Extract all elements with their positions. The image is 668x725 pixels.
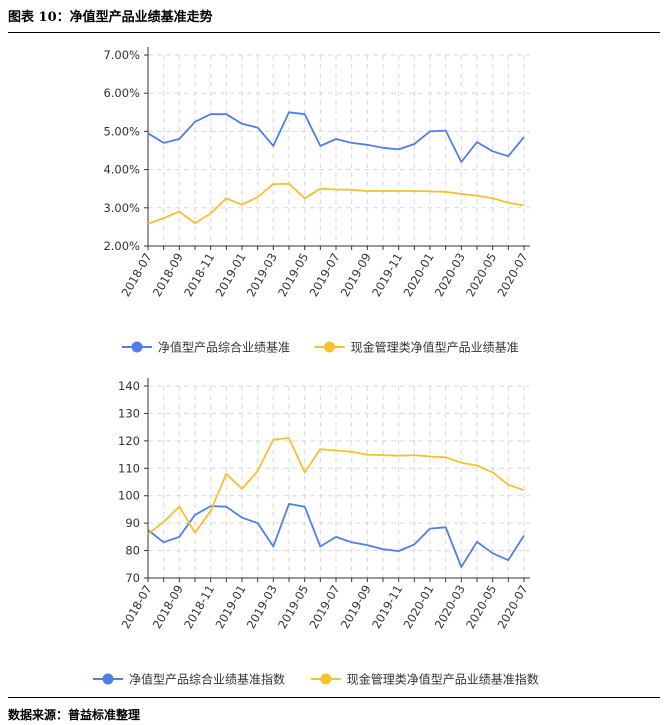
series-line-2 — [147, 182, 525, 225]
y-tick-label: 4.00% — [103, 163, 140, 177]
y-tick-label: 80 — [125, 544, 140, 558]
source-note: 数据来源：普益标准整理 — [8, 708, 141, 722]
y-tick-label: 100 — [118, 489, 140, 503]
legend-item-2[interactable]: 现金管理类净值型产品业绩基准 — [314, 340, 519, 355]
legend-marker — [320, 673, 332, 685]
series-line-1 — [147, 111, 525, 163]
bottom-rule — [8, 697, 660, 698]
x-tick-label: 2020-07 — [494, 251, 530, 300]
y-tick-label: 110 — [118, 461, 140, 475]
y-tick-label: 90 — [125, 516, 140, 530]
legend-item-1[interactable]: 净值型产品综合业绩基准指数 — [93, 672, 285, 687]
y-tick-label: 7.00% — [103, 48, 140, 62]
y-tick-label: 130 — [118, 406, 140, 420]
legend-label: 现金管理类净值型产品业绩基准 — [351, 340, 519, 355]
series-line-2 — [147, 437, 525, 535]
figure-title: 图表 10：净值型产品业绩基准走势 — [8, 10, 213, 25]
y-tick-label: 70 — [125, 571, 140, 585]
y-tick-label: 3.00% — [103, 201, 140, 215]
legend-label: 净值型产品综合业绩基准指数 — [129, 672, 285, 687]
legend-marker — [102, 673, 114, 685]
y-tick-label: 5.00% — [103, 124, 140, 138]
chart-benchmark-index: 7080901001101201301402018-072018-092018-… — [93, 378, 539, 687]
legend-marker — [131, 341, 143, 353]
y-tick-label: 2.00% — [103, 239, 140, 253]
series-line-1 — [147, 502, 525, 568]
chart-benchmark-rate: 2.00%3.00%4.00%5.00%6.00%7.00%2018-07201… — [103, 47, 531, 355]
legend-marker — [324, 341, 336, 353]
x-tick-label: 2020-07 — [494, 583, 530, 632]
y-tick-label: 140 — [118, 379, 140, 393]
legend-item-1[interactable]: 净值型产品综合业绩基准 — [122, 340, 290, 355]
legend-item-2[interactable]: 现金管理类净值型产品业绩基准指数 — [310, 672, 539, 687]
legend-label: 净值型产品综合业绩基准 — [158, 340, 290, 355]
legend-label: 现金管理类净值型产品业绩基准指数 — [347, 672, 539, 687]
y-tick-label: 6.00% — [103, 86, 140, 100]
top-rule — [8, 32, 660, 33]
y-tick-label: 120 — [118, 434, 140, 448]
